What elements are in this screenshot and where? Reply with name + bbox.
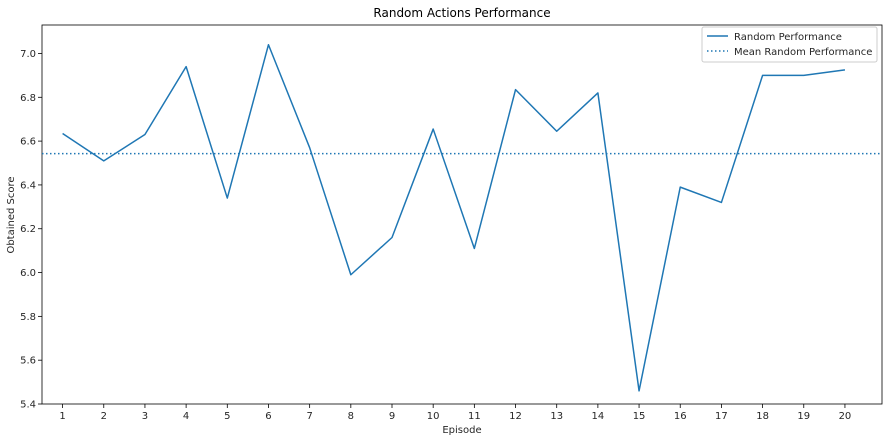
x-axis: 1 2 3 4 5 6 7 8 9 10 11 12 13 14 15 16 17 18 19 20 xyxy=(59,404,851,422)
x-tick-label: 15 xyxy=(633,411,646,422)
x-tick-label: 14 xyxy=(592,411,605,422)
x-tick-label: 5 xyxy=(224,411,230,422)
chart-title: Random Actions Performance xyxy=(373,6,550,20)
y-tick-label: 6.4 xyxy=(20,180,36,191)
legend-entry-mean-random-performance: Mean Random Performance xyxy=(734,47,872,58)
x-tick-label: 17 xyxy=(715,411,728,422)
x-tick-label: 19 xyxy=(797,411,810,422)
y-tick-label: 5.6 xyxy=(20,356,36,367)
x-tick-label: 6 xyxy=(265,411,271,422)
x-tick-label: 12 xyxy=(509,411,522,422)
plot-frame xyxy=(41,24,883,405)
x-tick-label: 20 xyxy=(839,411,852,422)
x-tick-label: 1 xyxy=(59,411,65,422)
y-tick-label: 6.0 xyxy=(20,268,36,279)
y-tick-label: 6.8 xyxy=(20,93,36,104)
x-tick-label: 4 xyxy=(183,411,189,422)
x-tick-label: 16 xyxy=(674,411,687,422)
x-tick-label: 10 xyxy=(427,411,440,422)
x-tick-label: 2 xyxy=(101,411,107,422)
y-tick-label: 5.8 xyxy=(20,312,36,323)
x-tick-label: 18 xyxy=(756,411,769,422)
x-tick-label: 9 xyxy=(389,411,395,422)
legend: Random Performance Mean Random Performan… xyxy=(701,26,878,63)
random-performance-line xyxy=(62,43,846,392)
x-tick-label: 11 xyxy=(468,411,481,422)
x-tick-label: 7 xyxy=(306,411,312,422)
y-tick-label: 6.2 xyxy=(20,224,36,235)
y-tick-label: 7.0 xyxy=(20,49,36,60)
y-axis-label: Obtained Score xyxy=(6,176,17,253)
legend-box xyxy=(701,26,878,63)
series-layer xyxy=(42,43,882,392)
x-tick-label: 13 xyxy=(550,411,563,422)
y-tick-label: 6.6 xyxy=(20,137,36,148)
legend-entry-random-performance: Random Performance xyxy=(734,32,842,43)
y-tick-label: 5.4 xyxy=(20,400,36,411)
y-axis: 5.4 5.6 5.8 6.0 6.2 6.4 6.6 6.8 7.0 xyxy=(20,49,42,411)
x-axis-label: Episode xyxy=(442,425,481,436)
x-tick-label: 8 xyxy=(348,411,354,422)
plot-area xyxy=(41,24,883,405)
x-tick-label: 3 xyxy=(142,411,148,422)
